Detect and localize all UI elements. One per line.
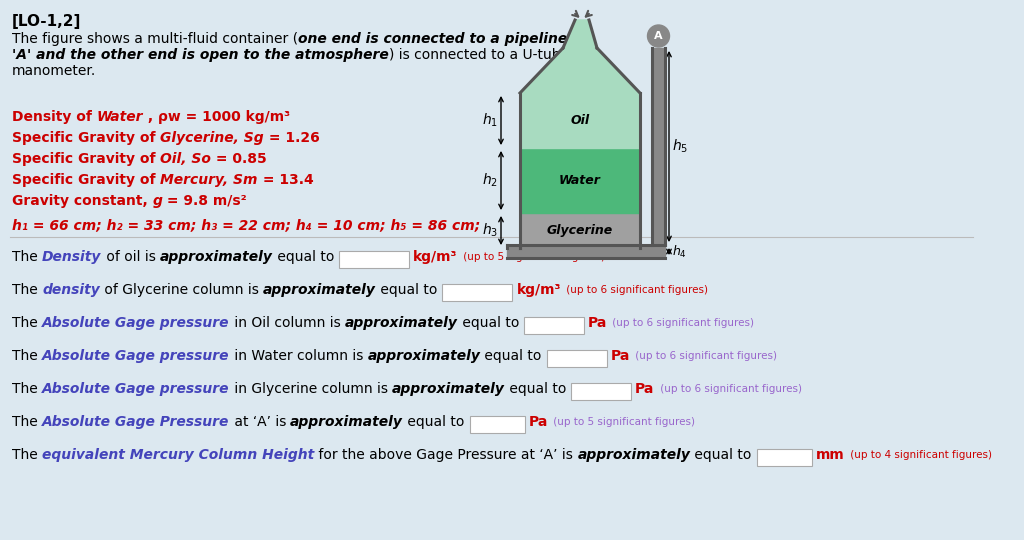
Text: mm: mm — [816, 448, 845, 462]
Text: The: The — [12, 316, 42, 330]
Text: The: The — [12, 283, 42, 297]
Text: Density: Density — [42, 250, 101, 264]
Text: Pa: Pa — [528, 415, 548, 429]
Text: of oil is: of oil is — [101, 250, 160, 264]
Text: The figure shows a multi-fluid container (: The figure shows a multi-fluid container… — [12, 32, 298, 46]
Text: kg/m³: kg/m³ — [413, 250, 458, 264]
Text: Absolute Gage Pressure: Absolute Gage Pressure — [42, 415, 229, 429]
Polygon shape — [507, 245, 520, 248]
Text: Specific Gravity of: Specific Gravity of — [12, 173, 161, 187]
Text: ) is connected to a U-tube: ) is connected to a U-tube — [389, 48, 569, 62]
Text: Specific Gravity of: Specific Gravity of — [12, 152, 161, 166]
Text: Water: Water — [559, 174, 601, 187]
Text: approximately: approximately — [290, 415, 403, 429]
Text: $h_5$: $h_5$ — [672, 138, 688, 155]
Text: $h_2$: $h_2$ — [482, 172, 498, 189]
Text: equal to: equal to — [690, 448, 752, 462]
Text: in Glycerine column is: in Glycerine column is — [229, 382, 392, 396]
Text: $h_3$: $h_3$ — [482, 222, 498, 239]
Text: = 13.4: = 13.4 — [258, 173, 313, 187]
Text: The: The — [12, 382, 42, 396]
Text: The: The — [12, 349, 42, 363]
Text: Pa: Pa — [588, 316, 607, 330]
Text: equivalent Mercury Column Height: equivalent Mercury Column Height — [42, 448, 314, 462]
Text: approximately: approximately — [578, 448, 690, 462]
Text: for the above Gage Pressure at ‘A’ is: for the above Gage Pressure at ‘A’ is — [314, 448, 578, 462]
Text: [LO-1,2]: [LO-1,2] — [12, 14, 81, 29]
Text: in Oil column is: in Oil column is — [229, 316, 345, 330]
Text: The: The — [12, 448, 42, 462]
Polygon shape — [520, 213, 640, 248]
Polygon shape — [507, 245, 665, 258]
Text: h₁ = 66 cm; h₂ = 33 cm; h₃ = 22 cm; h₄ = 10 cm; h₅ = 86 cm;: h₁ = 66 cm; h₂ = 33 cm; h₃ = 22 cm; h₄ =… — [12, 218, 480, 232]
Text: density: density — [42, 283, 100, 297]
Text: The: The — [12, 250, 42, 264]
Text: Pa: Pa — [610, 349, 630, 363]
Text: (up to 5 significant figures): (up to 5 significant figures) — [550, 417, 695, 427]
Text: manometer.: manometer. — [12, 64, 96, 78]
Text: = 1.26: = 1.26 — [264, 131, 319, 145]
Text: approximately: approximately — [160, 250, 272, 264]
Text: approximately: approximately — [392, 382, 505, 396]
Text: Specific Gravity of: Specific Gravity of — [12, 131, 161, 145]
Text: approximately: approximately — [345, 316, 458, 330]
Text: (up to 6 significant figures): (up to 6 significant figures) — [656, 384, 802, 394]
Text: A: A — [654, 31, 663, 41]
Text: Glycerine: Glycerine — [547, 224, 613, 237]
Text: of Glycerine column is: of Glycerine column is — [100, 283, 263, 297]
Text: approximately: approximately — [263, 283, 376, 297]
Text: Density of: Density of — [12, 110, 96, 124]
Polygon shape — [520, 48, 640, 93]
Circle shape — [647, 25, 670, 47]
Text: equal to: equal to — [403, 415, 465, 429]
Polygon shape — [652, 48, 665, 245]
Text: Mercury, Sm: Mercury, Sm — [161, 173, 258, 187]
Polygon shape — [563, 20, 597, 48]
Text: equal to: equal to — [376, 283, 437, 297]
Text: (up to 6 significant figures): (up to 6 significant figures) — [632, 351, 777, 361]
Text: , ρw = 1000 kg/m³: , ρw = 1000 kg/m³ — [143, 110, 291, 124]
Text: in Water column is: in Water column is — [229, 349, 368, 363]
Text: Oil, So: Oil, So — [161, 152, 211, 166]
Polygon shape — [520, 148, 640, 213]
Polygon shape — [520, 93, 640, 148]
Text: equal to: equal to — [505, 382, 566, 396]
Text: Oil: Oil — [570, 114, 590, 127]
Text: g: g — [153, 194, 163, 208]
Text: (up to 6 significant figures): (up to 6 significant figures) — [609, 318, 755, 328]
Text: (up to 4 significant figures): (up to 4 significant figures) — [847, 450, 991, 460]
Text: (up to 6 significant figures): (up to 6 significant figures) — [563, 285, 708, 295]
Text: Glycerine, Sg: Glycerine, Sg — [161, 131, 264, 145]
Text: 'A' and the other end is open to the atmosphere: 'A' and the other end is open to the atm… — [12, 48, 389, 62]
Text: Water: Water — [96, 110, 143, 124]
Text: Absolute Gage pressure: Absolute Gage pressure — [42, 382, 229, 396]
Text: kg/m³: kg/m³ — [516, 283, 561, 297]
Text: (up to 5 significant figures): (up to 5 significant figures) — [460, 252, 604, 262]
Text: $h_4$: $h_4$ — [672, 244, 687, 260]
Text: equal to: equal to — [480, 349, 542, 363]
Text: at ‘A’ is: at ‘A’ is — [229, 415, 290, 429]
Text: equal to: equal to — [272, 250, 334, 264]
Text: one end is connected to a pipeline: one end is connected to a pipeline — [298, 32, 567, 46]
Text: equal to: equal to — [458, 316, 519, 330]
Text: = 0.85: = 0.85 — [211, 152, 267, 166]
Text: Absolute Gage pressure: Absolute Gage pressure — [42, 349, 229, 363]
Text: approximately: approximately — [368, 349, 480, 363]
Text: = 9.8 m/s²: = 9.8 m/s² — [163, 194, 247, 208]
Text: Absolute Gage pressure: Absolute Gage pressure — [42, 316, 229, 330]
Text: $h_1$: $h_1$ — [482, 112, 498, 129]
Text: The: The — [12, 415, 42, 429]
Text: Gravity constant,: Gravity constant, — [12, 194, 153, 208]
Text: Pa: Pa — [635, 382, 654, 396]
